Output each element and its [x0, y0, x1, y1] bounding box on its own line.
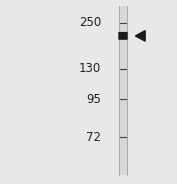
Text: 95: 95: [86, 93, 101, 106]
Text: 130: 130: [79, 63, 101, 75]
Bar: [119, 6, 127, 175]
Text: 250: 250: [79, 17, 101, 29]
Text: 72: 72: [86, 131, 101, 144]
Polygon shape: [135, 31, 145, 41]
FancyBboxPatch shape: [118, 32, 128, 40]
